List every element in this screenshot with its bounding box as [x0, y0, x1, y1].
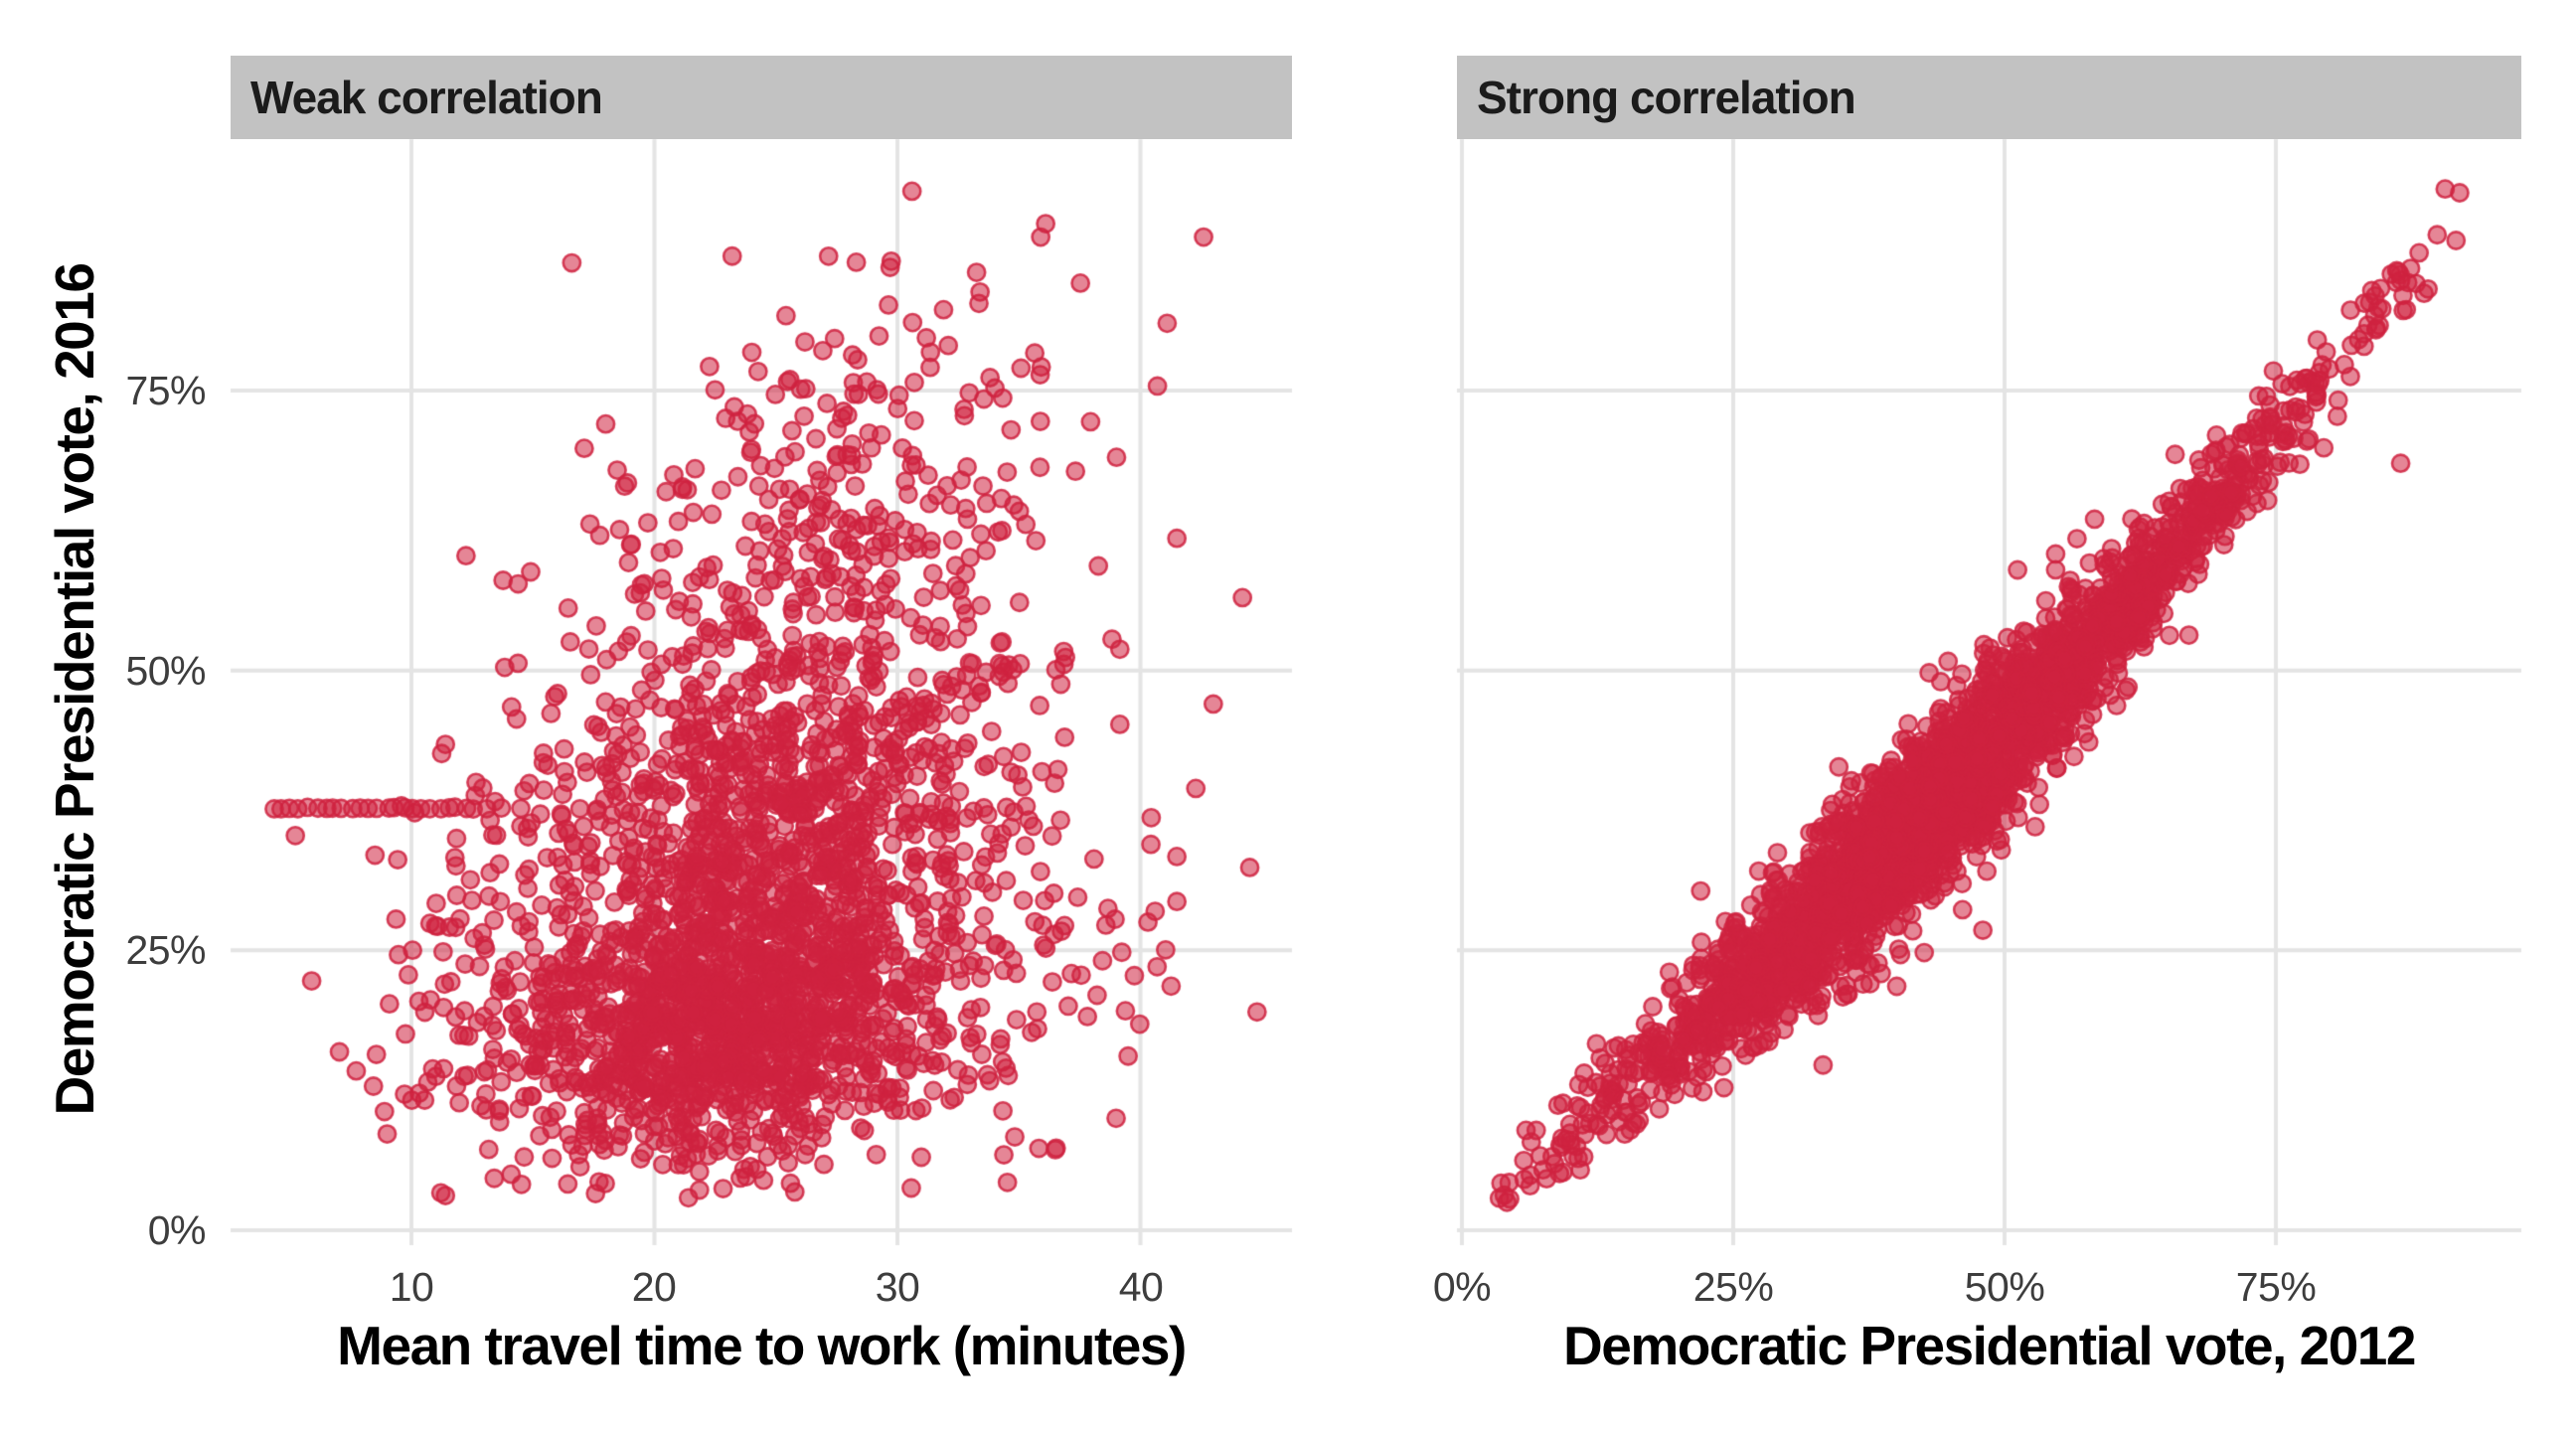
y-axis-title: Democratic Presidential vote, 2016 — [44, 263, 105, 1116]
facet-strip-label: Weak correlation — [250, 72, 603, 123]
y-tick-label-50: 50% — [125, 648, 206, 694]
facet-strip-label: Strong correlation — [1477, 72, 1856, 123]
x-tick-label-50pct: 50% — [1964, 1264, 2045, 1310]
facet-strip-strong-correlation: Strong correlation — [1457, 56, 2521, 139]
y-tick-label-0: 0% — [147, 1207, 207, 1253]
x-tick-label-40: 40 — [1118, 1264, 1164, 1310]
x-tick-label-10: 10 — [389, 1264, 434, 1310]
facet-strip-weak-correlation: Weak correlation — [231, 56, 1292, 139]
x-tick-label-75pct: 75% — [2235, 1264, 2317, 1310]
x-tick-label-25pct: 25% — [1692, 1264, 1774, 1310]
x-axis-title-right-panel: Democratic Presidential vote, 2012 — [1563, 1315, 2416, 1376]
x-axis-title-left-panel: Mean travel time to work (minutes) — [337, 1315, 1187, 1376]
x-tick-label-30: 30 — [875, 1264, 920, 1310]
y-tick-label-75: 75% — [125, 368, 206, 413]
x-tick-label-20: 20 — [631, 1264, 677, 1310]
y-tick-label-25: 25% — [125, 927, 206, 973]
x-tick-label-0pct: 0% — [1432, 1264, 1492, 1310]
